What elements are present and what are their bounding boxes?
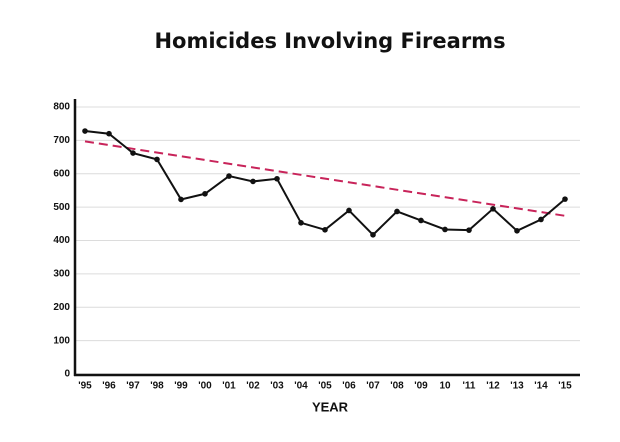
data-point [130, 150, 136, 156]
x-tick-label: '09 [414, 381, 428, 392]
data-point [394, 208, 400, 215]
data-point [562, 196, 568, 202]
y-tick-label: 100 [53, 335, 70, 346]
data-point [202, 190, 208, 197]
x-tick-label: '06 [342, 381, 356, 392]
data-point [82, 128, 88, 134]
data-point [274, 175, 280, 182]
y-tick-label: 300 [53, 269, 70, 280]
x-tick-label: 10 [439, 381, 451, 392]
y-tick-label: 800 [53, 102, 70, 113]
y-tick-label: 400 [53, 235, 70, 246]
data-line [84, 130, 566, 237]
data-point [178, 196, 184, 203]
data-point [250, 178, 256, 185]
data-point [442, 226, 448, 233]
grid [75, 106, 580, 375]
x-tick-label: '12 [486, 381, 500, 392]
plot [82, 128, 568, 238]
x-tick-label: '97 [126, 381, 140, 392]
x-tick-label: '99 [174, 381, 188, 392]
data-point [322, 227, 328, 233]
x-tick-label: '08 [390, 381, 404, 392]
y-tick-label: 500 [53, 202, 70, 213]
x-tick-label: '05 [318, 381, 332, 392]
x-tick-label: '14 [534, 381, 548, 392]
x-tick-label: '07 [366, 381, 380, 392]
data-point [538, 216, 544, 223]
x-tick-label: '13 [510, 381, 524, 392]
data-point [298, 220, 304, 226]
x-tick-label: '15 [558, 381, 572, 392]
x-tick-label: '11 [463, 381, 476, 392]
y-tick-label: 700 [53, 135, 70, 146]
x-tick-label: '04 [294, 381, 308, 392]
data-point [490, 205, 496, 212]
y-tick-label: 0 [64, 369, 70, 380]
data-point [106, 130, 112, 137]
x-tick-label: '03 [270, 381, 284, 392]
data-point [466, 227, 472, 233]
data-point [346, 207, 352, 214]
data-point [514, 228, 520, 234]
chart-title: Homicides Involving Firearms [154, 29, 505, 53]
trend-line [84, 140, 566, 217]
x-tick-label: '95 [78, 381, 92, 392]
data-point [154, 156, 160, 163]
x-tick-label: '98 [150, 381, 164, 392]
y-tick-label: 600 [53, 168, 70, 179]
x-tick-label: '00 [198, 381, 212, 392]
x-tick-label: '01 [222, 381, 236, 392]
data-point [370, 232, 376, 238]
data-point [226, 173, 232, 179]
x-axis-title: YEAR [312, 399, 349, 414]
y-tick-label: 200 [53, 302, 70, 313]
data-point [418, 217, 424, 224]
x-tick-label: '96 [102, 381, 116, 392]
x-tick-label: '02 [246, 381, 260, 392]
